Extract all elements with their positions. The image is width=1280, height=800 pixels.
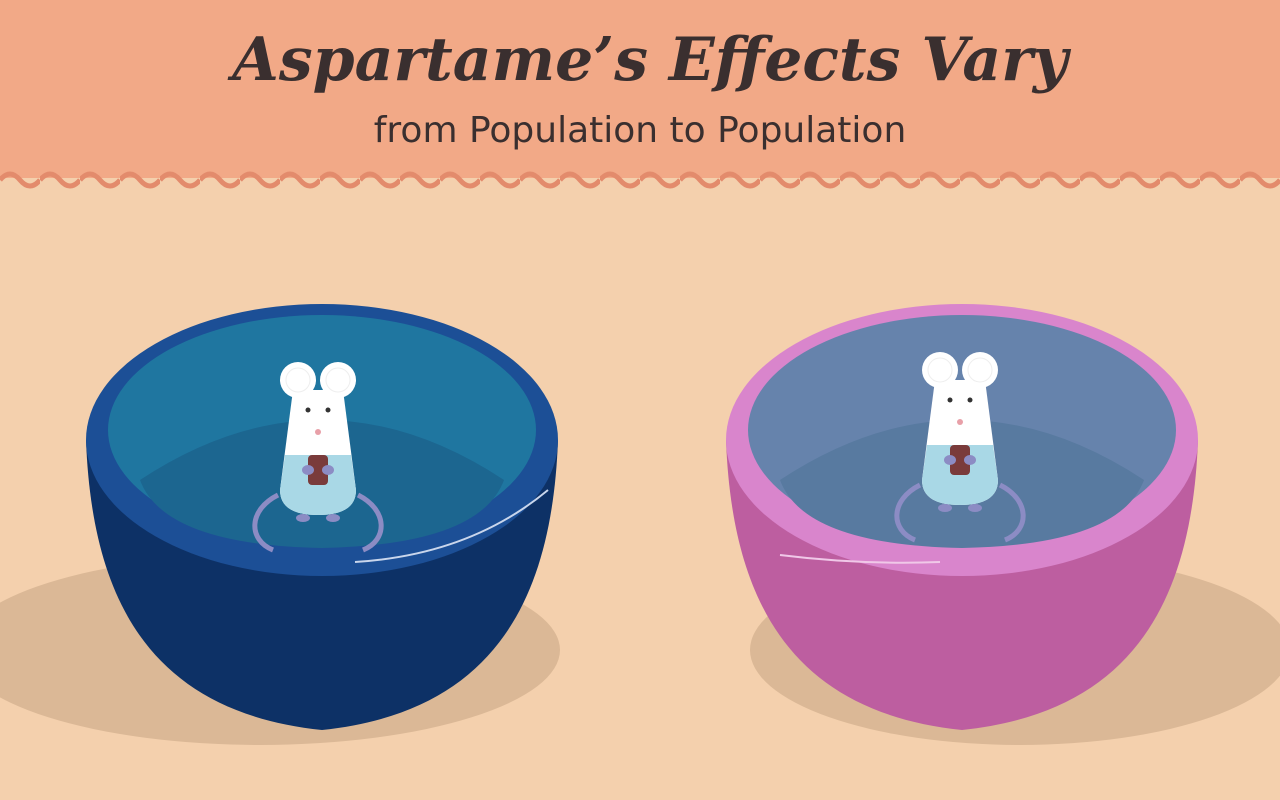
header-band (0, 0, 1280, 178)
subtitle: from Population to Population (374, 110, 907, 151)
blue-bowl (86, 304, 558, 730)
header-wave (0, 160, 1280, 200)
title: Aspartame’s Effects Vary (227, 25, 1072, 95)
pink-bowl (726, 304, 1198, 730)
